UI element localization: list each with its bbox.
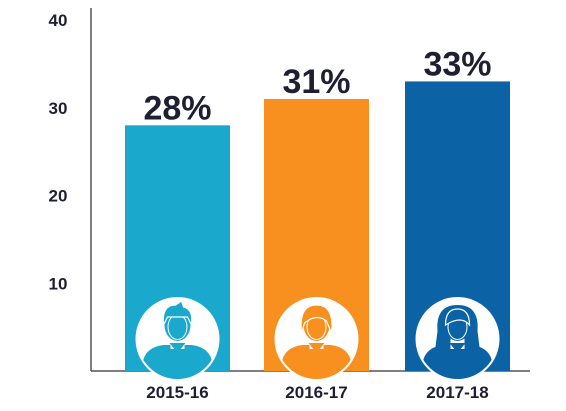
bars: 28% 2015-16 31% 2016-17 33% 2017-18 [125,45,510,402]
y-tick-label: 10 [49,274,68,293]
x-category-label: 2015-16 [146,383,208,402]
data-label: 28% [143,89,211,127]
x-category-label: 2017-18 [426,383,488,402]
y-axis-ticks: 10 20 30 40 [49,11,68,293]
y-tick-label: 20 [49,187,68,206]
person-long-hair-icon [415,297,500,381]
data-label: 31% [282,63,350,101]
data-label: 33% [423,45,491,83]
person-medium-hair-icon [274,297,359,381]
y-tick-label: 30 [49,99,68,118]
y-tick-label: 40 [49,11,68,30]
person-short-hair-icon [135,297,220,381]
x-category-label: 2016-17 [285,383,347,402]
